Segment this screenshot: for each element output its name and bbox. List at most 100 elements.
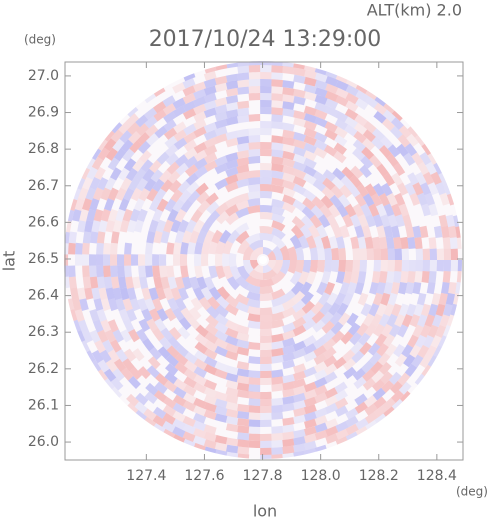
- radar-cell: [271, 397, 284, 406]
- radar-cell: [201, 241, 211, 255]
- radar-cell: [203, 387, 217, 398]
- radar-cell: [163, 111, 177, 124]
- y-tick-label: 26.9: [28, 105, 59, 121]
- radar-cell: [424, 314, 435, 328]
- radar-cell: [271, 149, 284, 158]
- radar-cell: [342, 349, 356, 363]
- radar-cell: [237, 432, 250, 441]
- radar-cell: [271, 454, 283, 459]
- radar-cell: [314, 444, 327, 452]
- radar-cell: [236, 178, 250, 189]
- radar-cell: [282, 94, 295, 103]
- radar-cell: [174, 297, 187, 312]
- radar-cell: [225, 350, 239, 361]
- radar-cell: [271, 270, 286, 285]
- radar-cell: [259, 328, 273, 336]
- radar-cell: [260, 127, 272, 136]
- radar-cell: [68, 276, 77, 289]
- radar-cell: [159, 265, 168, 278]
- radar-cell: [390, 126, 403, 139]
- radar-cell: [369, 282, 379, 295]
- radar-cell: [293, 131, 306, 142]
- radar-cell: [204, 446, 217, 454]
- radar-cell: [430, 335, 442, 349]
- radar-cell: [206, 201, 220, 215]
- radar-cell: [376, 343, 389, 357]
- radar-cell: [271, 79, 284, 88]
- radar-cell: [100, 298, 111, 312]
- radar-cell: [303, 157, 317, 169]
- radar-cell: [334, 292, 346, 306]
- radar-cell: [381, 323, 393, 338]
- radar-cell: [386, 153, 399, 167]
- radar-cell: [362, 313, 375, 327]
- radar-cell: [123, 187, 135, 201]
- radar-cell: [72, 298, 82, 311]
- radar-cell: [395, 214, 405, 228]
- radar-cell: [260, 356, 272, 365]
- radar-cell: [439, 192, 450, 206]
- radar-cell: [96, 276, 106, 289]
- radar-cell: [282, 306, 296, 319]
- radar-cell: [173, 129, 187, 142]
- radar-cell: [152, 415, 166, 427]
- radar-cell: [391, 303, 402, 317]
- radar-cell: [182, 415, 196, 427]
- radar-cell: [173, 434, 186, 443]
- radar-cell: [153, 390, 168, 403]
- radar-cell: [318, 292, 331, 306]
- radar-cell: [105, 287, 115, 300]
- radar-cell: [182, 108, 197, 120]
- radar-cell: [170, 189, 183, 203]
- radar-cell: [411, 354, 424, 368]
- radar-cell: [248, 65, 261, 73]
- radar-cell: [203, 424, 217, 435]
- radar-cell: [356, 183, 369, 198]
- radar-cell: [316, 260, 325, 273]
- radar-cell: [132, 158, 145, 172]
- radar-cell: [293, 429, 306, 439]
- radar-cell: [203, 379, 217, 391]
- radar-cell: [130, 187, 143, 202]
- radar-cell: [105, 359, 118, 373]
- radar-cell: [414, 135, 425, 147]
- radar-cell: [100, 208, 111, 222]
- radar-cell: [182, 93, 196, 105]
- radar-cell: [159, 169, 172, 183]
- radar-cell: [414, 237, 423, 249]
- radar-cell: [299, 281, 313, 296]
- radar-cell: [103, 276, 113, 289]
- radar-cell: [335, 428, 349, 440]
- radar-cell: [173, 137, 188, 150]
- radar-cell: [118, 308, 130, 322]
- radar-cell: [282, 87, 295, 96]
- radar-cell: [235, 293, 250, 306]
- radar-cell: [193, 96, 207, 108]
- radar-cell: [110, 167, 122, 181]
- radar-cell: [118, 198, 130, 212]
- radar-cell: [146, 365, 160, 379]
- radar-cell: [291, 224, 304, 239]
- radar-cell: [152, 328, 165, 342]
- radar-cell: [425, 345, 437, 359]
- radar-cell: [248, 341, 261, 350]
- radar-cell: [333, 150, 347, 164]
- radar-cell: [352, 260, 361, 272]
- radar-cell: [190, 209, 203, 223]
- radar-cell: [127, 219, 137, 233]
- radar-cell: [115, 349, 128, 363]
- radar-cell: [282, 80, 295, 89]
- radar-cell: [260, 78, 272, 87]
- radar-cell: [302, 309, 316, 323]
- radar-cell: [355, 98, 369, 111]
- radar-cell: [456, 271, 462, 283]
- radar-cell: [380, 136, 393, 149]
- radar-cell: [203, 439, 217, 449]
- radar-cell: [260, 177, 273, 185]
- radar-cell: [123, 158, 137, 172]
- radar-cell: [222, 240, 234, 255]
- radar-cell: [314, 101, 328, 113]
- radar-cell: [413, 303, 424, 317]
- radar-cell: [225, 319, 239, 332]
- radar-cell: [236, 142, 250, 152]
